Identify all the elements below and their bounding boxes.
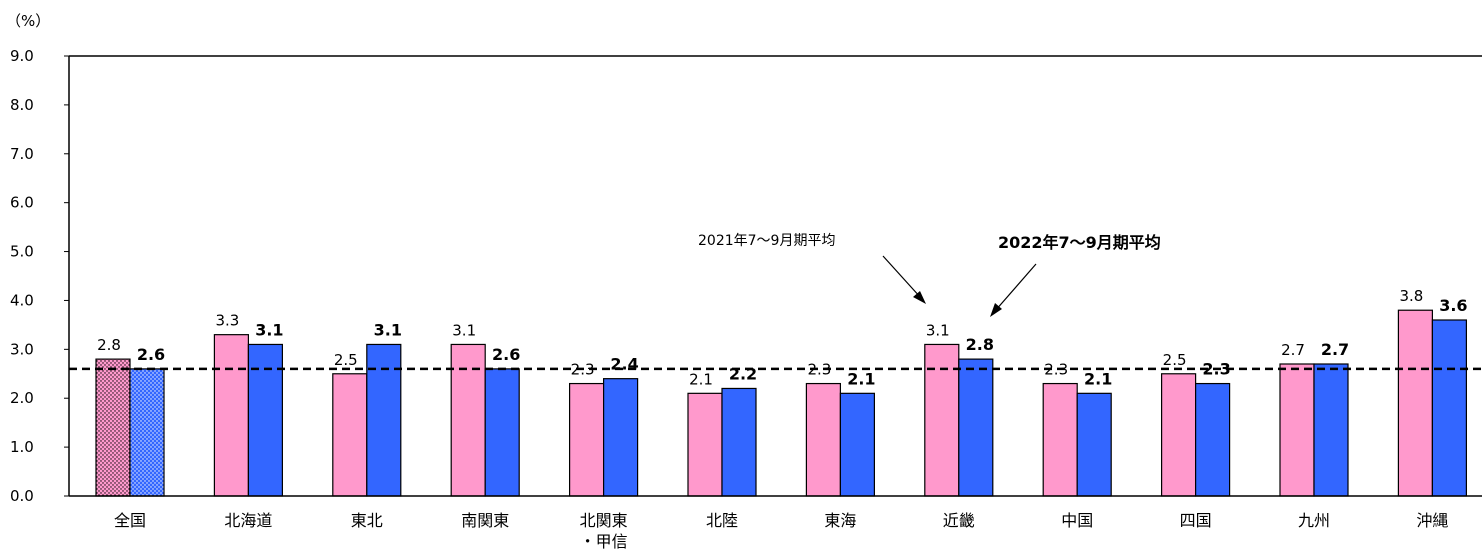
category-label: 近畿 <box>943 511 975 530</box>
bar <box>129 368 165 497</box>
data-label: 2.6 <box>137 345 165 364</box>
bar <box>1160 373 1197 497</box>
category-label: 九州 <box>1298 511 1330 530</box>
bar-group: 2.3 2.1 <box>805 361 876 497</box>
category-label: 東海 <box>824 511 856 530</box>
legend-label-2021: 2021年7～9月期平均 <box>698 233 835 249</box>
category-label: 中国 <box>1061 511 1093 530</box>
category-labels: 全国 北海道 東北 南関東 北関東・甲信 北陸 東海 近畿 中国 四国 九州 沖縄 <box>114 511 1448 550</box>
category-label: 南関東 <box>461 511 509 530</box>
bar <box>721 387 757 497</box>
bar <box>95 358 131 497</box>
category-label: 全国 <box>114 511 146 530</box>
category-label: 北陸 <box>706 511 738 530</box>
y-tick-label: 6.0 <box>10 194 34 212</box>
bar-group: 3.1 2.8 <box>924 321 994 497</box>
bar <box>1076 392 1112 497</box>
bar <box>839 392 876 497</box>
data-label: 3.1 <box>926 321 950 339</box>
category-label: 北関東 <box>580 511 628 530</box>
y-tick-label: 3.0 <box>10 340 34 358</box>
bar <box>1313 363 1349 497</box>
y-tick-label: 9.0 <box>10 47 34 65</box>
annotation-arrowhead-2022 <box>990 303 1002 317</box>
data-label: 2.5 <box>1163 351 1187 369</box>
data-label: 2.1 <box>1084 369 1112 388</box>
data-label: 3.3 <box>215 312 239 330</box>
bar <box>484 368 520 497</box>
data-label: 2.5 <box>334 351 358 369</box>
bar <box>568 382 605 497</box>
data-label: 2.1 <box>847 369 875 388</box>
bar <box>247 343 283 497</box>
bar-group: 2.7 2.7 <box>1279 340 1349 497</box>
data-label: 2.4 <box>610 355 638 374</box>
bar <box>213 334 249 497</box>
bar <box>687 392 723 497</box>
category-label: 四国 <box>1180 511 1212 530</box>
data-label: 2.7 <box>1321 340 1349 359</box>
bar-group: 3.3 3.1 <box>213 312 284 497</box>
y-unit-label: （%） <box>6 12 50 30</box>
bar <box>958 358 994 497</box>
data-label: 3.8 <box>1399 287 1423 305</box>
bar <box>1279 363 1315 497</box>
category-label: 東北 <box>351 511 383 530</box>
data-label: 2.8 <box>97 336 121 354</box>
data-label: 2.1 <box>689 370 713 388</box>
bar-groups: 2.8 2.63.3 3.12.53.1 3.12.62.3 2.42.1 2.2 2.3 2… <box>95 287 1468 497</box>
bar-group: 2.5 2.3 <box>1160 351 1231 497</box>
category-label: 北海道 <box>224 511 272 530</box>
data-label: 2.7 <box>1281 341 1305 359</box>
series-annotations: 2021年7～9月期平均 2022年7～9月期平均 <box>698 233 1161 317</box>
bar <box>602 378 639 497</box>
data-label: 2.3 <box>1044 361 1068 379</box>
y-tick-label: 8.0 <box>10 96 34 114</box>
bar <box>924 343 960 497</box>
bar-group: 2.8 2.6 <box>95 336 165 497</box>
data-label: 3.1 <box>374 320 402 339</box>
data-label: 3.6 <box>1439 296 1467 315</box>
bar <box>1397 309 1434 497</box>
bar-group: 2.3 2.1 <box>1042 361 1112 497</box>
y-tick-label: 4.0 <box>10 291 34 309</box>
bar-group: 2.1 2.2 <box>687 364 757 497</box>
annotation-arrow-2021 <box>882 255 922 299</box>
bar <box>450 343 486 497</box>
y-tick-label: 2.0 <box>10 389 34 407</box>
category-label: 沖縄 <box>1416 511 1448 530</box>
data-label: 3.1 <box>255 320 283 339</box>
data-label: 2.8 <box>966 335 994 354</box>
data-label: 3.1 <box>452 321 476 339</box>
y-tick-label: 5.0 <box>10 243 34 261</box>
bar <box>1194 382 1231 497</box>
y-axis-ticks: 0.0 1.0 2.0 3.0 4.0 5.0 6.0 7.0 8.0 9.0 <box>10 47 69 505</box>
data-label: 2.3 <box>807 361 831 379</box>
bar-group: 2.3 2.4 <box>568 355 639 497</box>
data-label: 2.6 <box>492 345 520 364</box>
y-tick-label: 0.0 <box>10 487 34 505</box>
bar <box>332 373 368 497</box>
data-label: 2.2 <box>729 364 757 383</box>
annotation-arrow-2022 <box>994 263 1037 312</box>
bar <box>1431 319 1468 497</box>
bar <box>1042 382 1078 497</box>
legend-label-2022: 2022年7～9月期平均 <box>998 233 1161 252</box>
y-tick-label: 1.0 <box>10 438 34 456</box>
bar-group: 2.5 3.1 <box>332 320 402 497</box>
category-sublabel: ・甲信 <box>580 532 628 550</box>
bar <box>805 382 842 497</box>
annotation-arrowhead-2021 <box>913 291 926 304</box>
bar-group: 3.1 2.6 <box>450 321 520 497</box>
y-tick-label: 7.0 <box>10 145 34 163</box>
axes <box>68 55 1482 497</box>
bar <box>366 343 402 497</box>
bar-group: 3.8 3.6 <box>1397 287 1468 497</box>
